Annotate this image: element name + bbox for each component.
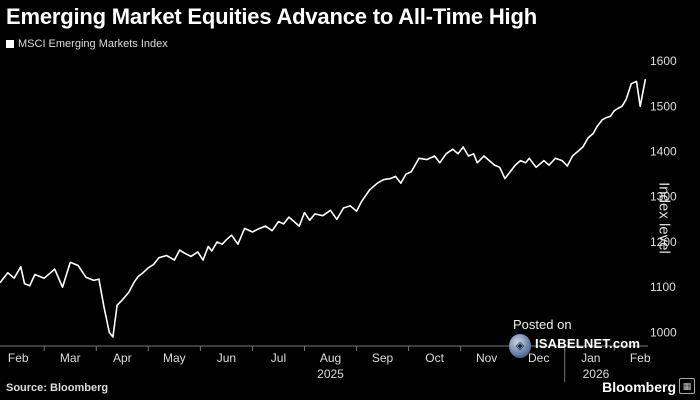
x-tick-label: Feb: [630, 351, 651, 365]
watermark-site: ISABELNET.com: [535, 336, 641, 351]
x-tick-label: Oct: [425, 351, 444, 365]
x-tick-label: Nov: [476, 351, 497, 365]
y-tick-label: 1600: [650, 54, 677, 68]
y-tick-label: 1300: [650, 190, 677, 204]
shield-logo-icon: ◈: [509, 334, 531, 358]
x-tick-label: Jan: [581, 351, 600, 365]
source-note: Source: Bloomberg: [6, 382, 109, 394]
legend-label: MSCI Emerging Markets Index: [18, 38, 168, 50]
y-axis: 1000 1100 1200 1300 1400 1500 1600: [650, 54, 677, 339]
watermark-posted: Posted on: [513, 317, 572, 332]
y-tick-label: 1000: [650, 325, 677, 339]
x-year-label: 2026: [583, 367, 610, 381]
x-tick-label: Feb: [8, 351, 29, 365]
brand-logo: Bloomberg: [602, 379, 676, 395]
chart-title: Emerging Market Equities Advance to All-…: [6, 4, 537, 29]
x-year-label: 2025: [317, 367, 344, 381]
series-layer: [0, 78, 647, 338]
y-tick-label: 1100: [650, 280, 676, 294]
legend: MSCI Emerging Markets Index: [6, 38, 168, 50]
y-axis-label: Index level: [655, 182, 673, 254]
x-axis: Feb Mar Apr May Jun Jul Aug Sep Oct Nov Dec Jan Feb 2…: [0, 345, 651, 382]
x-tick-label: Jun: [217, 351, 236, 365]
series-line-msci-em: [0, 78, 647, 338]
x-tick-label: May: [163, 351, 186, 365]
y-tick-label: 1400: [650, 145, 677, 159]
x-tick-label: Aug: [320, 351, 341, 365]
x-tick-label: Sep: [372, 351, 394, 365]
x-tick-label: Dec: [528, 351, 549, 365]
legend-swatch: [6, 40, 14, 48]
x-tick-label: Jul: [271, 351, 286, 365]
x-tick-label: Apr: [113, 351, 132, 365]
watermark: Posted on ◈ ISABELNET.com: [505, 314, 645, 364]
x-tick-label: Mar: [60, 351, 81, 365]
chart-badge-icon: ▦: [679, 378, 695, 394]
y-tick-label: 1200: [650, 235, 677, 249]
y-tick-label: 1500: [650, 99, 677, 113]
